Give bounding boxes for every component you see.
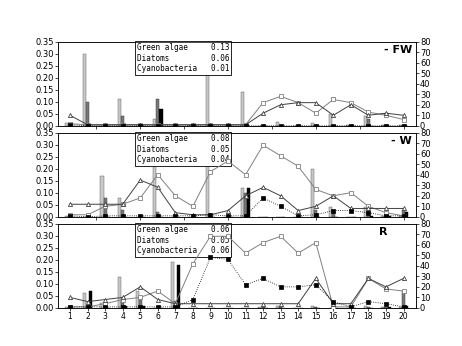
Bar — [276, 122, 279, 126]
Bar — [370, 216, 373, 217]
Bar — [156, 212, 159, 217]
Bar — [142, 306, 145, 308]
Bar — [244, 193, 247, 217]
Bar — [367, 307, 370, 308]
Bar — [118, 198, 121, 217]
Bar — [367, 210, 370, 217]
Text: - W: - W — [391, 136, 412, 146]
Bar — [384, 216, 388, 217]
Bar — [86, 102, 89, 126]
Bar — [191, 125, 195, 126]
Bar — [381, 125, 384, 126]
Bar — [247, 188, 250, 217]
Bar — [399, 307, 402, 308]
Bar — [364, 207, 367, 217]
Bar — [314, 307, 317, 308]
Bar — [388, 216, 391, 217]
Bar — [100, 176, 103, 217]
Bar — [135, 291, 139, 308]
Text: Green algae     0.08
Diatoms         0.05
Cyanobacteria   0.04: Green algae 0.08 Diatoms 0.05 Cyanobacte… — [137, 134, 229, 164]
Bar — [68, 307, 72, 308]
Bar — [65, 307, 68, 308]
Bar — [139, 298, 142, 308]
Bar — [121, 301, 124, 308]
Bar — [121, 116, 124, 126]
Bar — [388, 307, 391, 308]
Bar — [399, 216, 402, 217]
Bar — [384, 125, 388, 126]
Bar — [65, 216, 68, 217]
Text: Green algae     0.06
Diatoms         0.05
Cyanobacteria   0.06: Green algae 0.06 Diatoms 0.05 Cyanobacte… — [137, 225, 229, 255]
Bar — [83, 293, 86, 308]
Bar — [89, 291, 92, 308]
Bar — [311, 124, 314, 126]
Bar — [384, 307, 388, 308]
Bar — [153, 159, 156, 217]
Bar — [402, 210, 405, 217]
Bar — [118, 276, 121, 308]
Bar — [405, 306, 408, 308]
Bar — [188, 125, 191, 126]
Bar — [328, 114, 332, 126]
Bar — [206, 51, 209, 126]
Bar — [349, 125, 353, 126]
Bar — [118, 99, 121, 126]
Bar — [279, 307, 282, 308]
Bar — [68, 216, 72, 217]
Bar — [367, 119, 370, 126]
Bar — [328, 207, 332, 217]
Bar — [206, 157, 209, 217]
Text: - FW: - FW — [384, 45, 412, 55]
Bar — [177, 265, 180, 308]
Bar — [314, 125, 317, 126]
Bar — [124, 306, 128, 308]
Bar — [364, 306, 367, 308]
Bar — [65, 124, 68, 126]
Bar — [405, 212, 408, 217]
Bar — [311, 169, 314, 217]
Bar — [399, 125, 402, 126]
Bar — [276, 306, 279, 308]
Bar — [174, 301, 177, 308]
Bar — [121, 210, 124, 217]
Bar — [68, 125, 72, 126]
Bar — [100, 303, 103, 308]
Bar — [241, 92, 244, 126]
Text: Green algae     0.13
Diatoms         0.06
Cyanobacteria   0.01: Green algae 0.13 Diatoms 0.06 Cyanobacte… — [137, 43, 229, 73]
Bar — [156, 99, 159, 126]
Bar — [261, 307, 265, 308]
Bar — [402, 125, 405, 126]
Bar — [381, 307, 384, 308]
Bar — [258, 307, 261, 308]
Bar — [332, 210, 335, 217]
Bar — [83, 54, 86, 126]
Bar — [364, 116, 367, 126]
Bar — [402, 291, 405, 308]
Bar — [311, 306, 314, 308]
Bar — [86, 306, 89, 308]
Bar — [241, 188, 244, 217]
Bar — [153, 119, 156, 126]
Text: R: R — [379, 227, 387, 237]
Bar — [314, 210, 317, 217]
Bar — [381, 216, 384, 217]
Bar — [103, 198, 107, 217]
Bar — [170, 262, 174, 308]
Bar — [159, 109, 163, 126]
Bar — [346, 125, 349, 126]
Bar — [103, 303, 107, 308]
